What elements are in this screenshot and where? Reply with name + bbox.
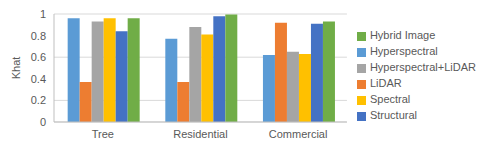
svg-text:Khat: Khat: [10, 57, 22, 80]
html-text:Spectral: Spectral: [369, 93, 411, 105]
svg-text:0.8: 0.8: [31, 30, 46, 42]
html-text:LiDAR: LiDAR: [369, 77, 402, 89]
svg-text:1: 1: [40, 8, 46, 20]
svg-text:0.6: 0.6: [31, 51, 46, 63]
html-text:Hybrid Image: Hybrid Image: [369, 29, 436, 41]
html-text:Hyperspectral: Hyperspectral: [369, 45, 438, 57]
html-text:Structural: Structural: [369, 109, 417, 121]
svg-text:Tree: Tree: [92, 128, 114, 140]
html-text:Hyperspectral+LiDAR: Hyperspectral+LiDAR: [369, 61, 476, 73]
svg-text:0.2: 0.2: [31, 94, 46, 106]
svg-text:0: 0: [40, 116, 46, 128]
svg-text:0.4: 0.4: [31, 73, 46, 85]
svg-text:Commercial: Commercial: [269, 128, 328, 140]
svg-text:Residential: Residential: [173, 128, 227, 140]
